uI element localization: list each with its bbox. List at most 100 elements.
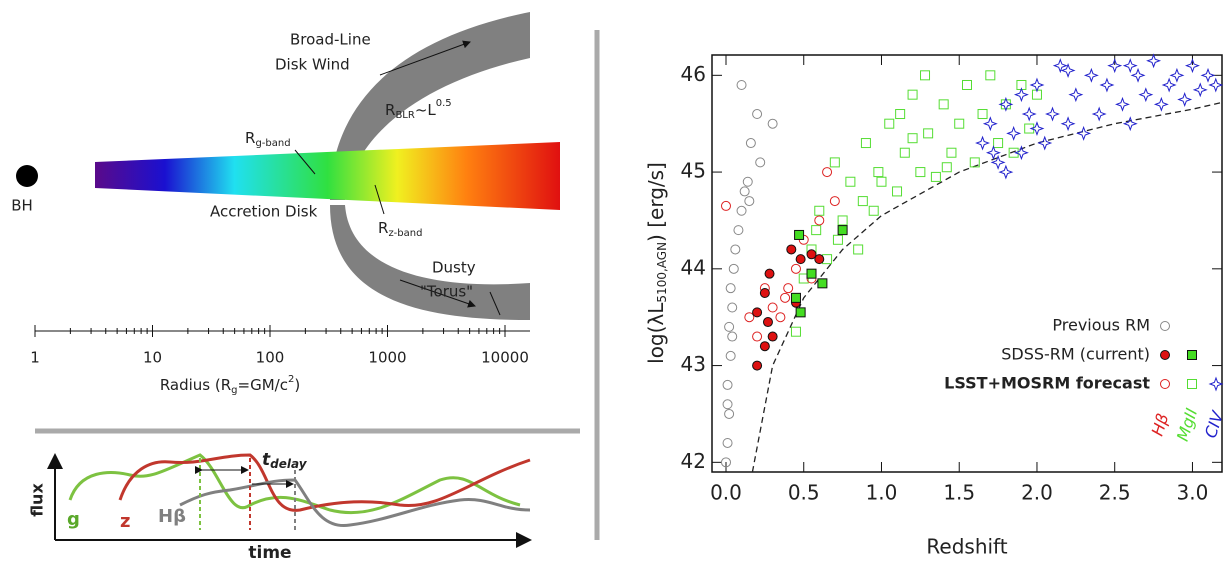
point — [724, 321, 735, 332]
point — [795, 254, 806, 265]
point — [811, 225, 822, 236]
radius-ticks: 1 10 100 1000 10000 — [30, 325, 529, 367]
y-tick-label: 44 — [681, 255, 706, 279]
t: g-band — [255, 138, 290, 149]
point — [794, 229, 805, 240]
point — [860, 138, 871, 149]
leader — [374, 184, 385, 215]
point — [725, 350, 736, 361]
point — [1060, 63, 1076, 78]
point — [739, 186, 750, 197]
radius-label: Radius (Rg=GM/c2) — [160, 374, 300, 396]
point — [873, 167, 884, 178]
point — [730, 244, 741, 255]
g-curve — [68, 453, 521, 515]
point — [1045, 106, 1060, 122]
legend-column: CIV — [1201, 408, 1228, 440]
legend-marker — [1208, 376, 1224, 392]
point — [923, 128, 934, 139]
point — [1177, 92, 1193, 107]
time-label: time — [248, 543, 291, 563]
y-tick-label: 46 — [681, 62, 706, 86]
point — [759, 288, 770, 299]
radius-tick-label: 1 — [30, 349, 40, 367]
point — [1083, 67, 1099, 83]
point — [764, 268, 775, 279]
y-tick-label: 43 — [681, 352, 706, 376]
point — [1192, 82, 1208, 98]
point — [1107, 58, 1123, 74]
point — [857, 196, 868, 207]
point — [998, 96, 1014, 112]
t: R — [385, 101, 395, 119]
legend-marker — [1187, 350, 1197, 360]
point — [790, 292, 801, 303]
point — [832, 234, 843, 245]
point — [814, 205, 825, 216]
point — [1029, 77, 1045, 93]
point — [728, 263, 739, 274]
point — [930, 171, 941, 182]
point — [727, 331, 738, 342]
black-hole — [16, 165, 38, 187]
point — [1130, 67, 1146, 83]
legend-label: LSST+MOSRM forecast — [944, 374, 1150, 393]
point — [744, 196, 755, 207]
x-tick-label: 0.0 — [710, 481, 742, 505]
point — [907, 89, 918, 100]
wind-upper — [330, 12, 530, 200]
rg-label: Rg-band — [245, 129, 291, 150]
point — [1021, 106, 1037, 122]
point — [1122, 116, 1138, 132]
point — [752, 331, 763, 342]
point — [899, 147, 910, 158]
point — [736, 205, 747, 216]
bh-label: BH — [11, 197, 33, 215]
accretion-disk — [95, 142, 560, 210]
point — [736, 79, 747, 90]
point — [786, 244, 797, 255]
disk-label: Accretion Disk — [210, 203, 318, 221]
point — [920, 70, 931, 81]
point — [884, 118, 895, 129]
x-tick-label: 1.5 — [943, 481, 975, 505]
point — [845, 176, 856, 187]
arrow — [399, 279, 476, 308]
leader — [294, 149, 316, 175]
y-tick-label: 42 — [681, 449, 706, 473]
t: R — [245, 129, 255, 147]
wind-lower — [330, 205, 530, 320]
point — [742, 176, 753, 187]
point — [722, 399, 733, 410]
legend-marker — [1160, 321, 1170, 331]
point — [1037, 135, 1053, 151]
legend-marker — [1187, 379, 1197, 389]
delay-label: tdelay — [262, 450, 308, 471]
t: BLR — [395, 110, 414, 121]
point — [1068, 87, 1084, 103]
point — [1024, 123, 1035, 134]
point — [1115, 96, 1130, 112]
point — [752, 307, 763, 318]
t: R — [378, 219, 388, 237]
t: 5100,AGN — [655, 242, 669, 303]
point — [720, 457, 731, 468]
t: 2 — [288, 374, 294, 385]
point — [806, 249, 817, 260]
point — [990, 154, 1006, 170]
point — [1208, 77, 1224, 93]
point — [722, 437, 733, 448]
point — [1013, 87, 1029, 103]
limit-curve — [751, 101, 1223, 473]
point — [795, 307, 806, 318]
point — [1029, 121, 1045, 136]
hb-label: Hβ — [158, 506, 186, 527]
point — [817, 278, 828, 289]
point — [1184, 58, 1200, 74]
radius-tick-label: 10 — [143, 349, 162, 367]
point — [969, 157, 980, 168]
wind-label: Disk Wind — [275, 56, 350, 74]
point — [775, 312, 786, 323]
point — [938, 99, 949, 110]
